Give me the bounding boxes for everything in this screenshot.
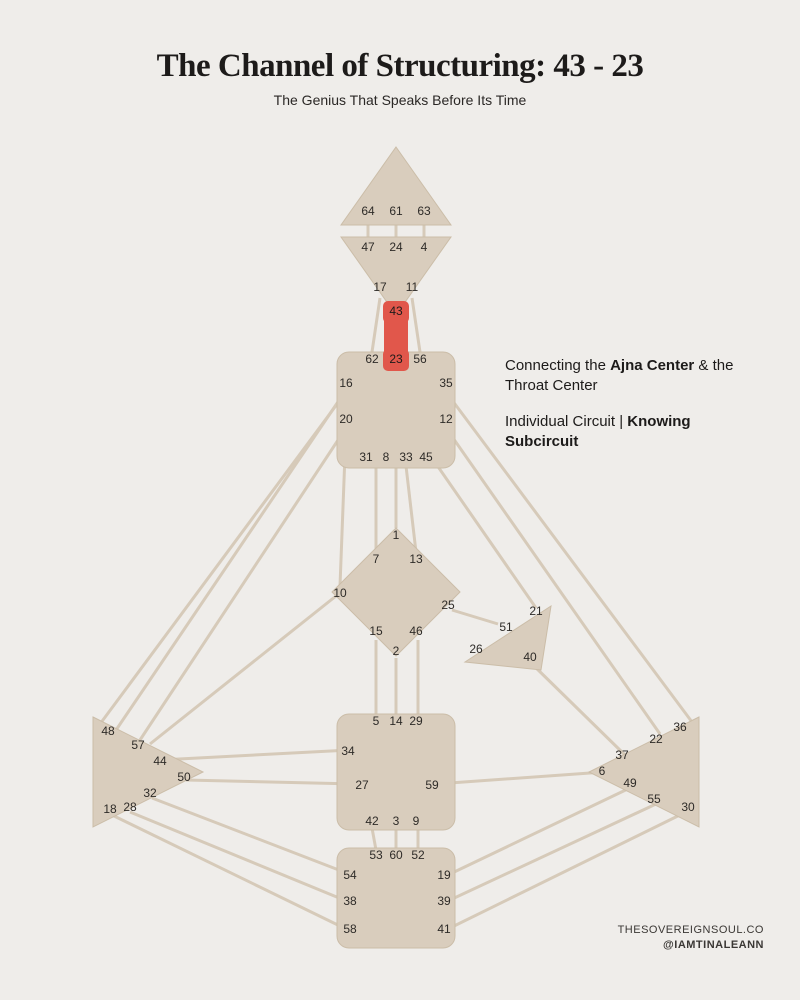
bodygraph-diagram: 6461634724417114362235616352012318334517…: [0, 0, 800, 1000]
svg-text:58: 58: [343, 922, 357, 936]
svg-text:39: 39: [437, 894, 451, 908]
svg-text:1: 1: [393, 528, 400, 542]
svg-text:11: 11: [406, 280, 419, 294]
svg-text:4: 4: [421, 240, 428, 254]
svg-text:22: 22: [649, 732, 663, 746]
svg-text:17: 17: [373, 280, 387, 294]
svg-text:51: 51: [499, 620, 513, 634]
svg-text:26: 26: [469, 642, 483, 656]
svg-text:27: 27: [355, 778, 369, 792]
svg-text:6: 6: [599, 764, 606, 778]
svg-text:48: 48: [101, 724, 115, 738]
svg-text:3: 3: [393, 814, 400, 828]
svg-text:46: 46: [409, 624, 423, 638]
svg-text:33: 33: [399, 450, 413, 464]
svg-text:63: 63: [417, 204, 431, 218]
svg-text:9: 9: [413, 814, 420, 828]
svg-text:35: 35: [439, 376, 453, 390]
svg-text:23: 23: [389, 352, 403, 366]
svg-text:38: 38: [343, 894, 357, 908]
page: The Channel of Structuring: 43 - 23 The …: [0, 0, 800, 1000]
svg-text:32: 32: [143, 786, 157, 800]
svg-text:40: 40: [523, 650, 537, 664]
svg-text:61: 61: [389, 204, 403, 218]
svg-text:47: 47: [361, 240, 375, 254]
svg-text:19: 19: [437, 868, 451, 882]
svg-text:8: 8: [383, 450, 390, 464]
svg-text:24: 24: [389, 240, 403, 254]
svg-text:28: 28: [123, 800, 137, 814]
svg-text:56: 56: [413, 352, 427, 366]
svg-text:44: 44: [153, 754, 167, 768]
svg-text:25: 25: [441, 598, 455, 612]
svg-text:64: 64: [361, 204, 375, 218]
svg-text:18: 18: [103, 802, 117, 816]
svg-text:54: 54: [343, 868, 357, 882]
svg-text:21: 21: [529, 604, 543, 618]
svg-text:13: 13: [409, 552, 423, 566]
svg-text:50: 50: [177, 770, 191, 784]
svg-text:60: 60: [389, 848, 403, 862]
svg-text:34: 34: [341, 744, 355, 758]
svg-text:53: 53: [369, 848, 383, 862]
svg-text:43: 43: [389, 304, 403, 318]
svg-text:37: 37: [615, 748, 629, 762]
svg-text:45: 45: [419, 450, 433, 464]
svg-text:55: 55: [647, 792, 661, 806]
svg-text:16: 16: [339, 376, 353, 390]
svg-text:5: 5: [373, 714, 380, 728]
svg-text:57: 57: [131, 738, 145, 752]
svg-text:10: 10: [333, 586, 347, 600]
svg-text:7: 7: [373, 552, 380, 566]
svg-text:15: 15: [369, 624, 383, 638]
svg-text:36: 36: [673, 720, 687, 734]
svg-text:2: 2: [393, 644, 400, 658]
svg-text:29: 29: [409, 714, 423, 728]
svg-text:59: 59: [425, 778, 439, 792]
svg-text:12: 12: [439, 412, 453, 426]
svg-text:14: 14: [389, 714, 403, 728]
svg-text:62: 62: [365, 352, 379, 366]
svg-text:30: 30: [681, 800, 695, 814]
svg-text:41: 41: [437, 922, 451, 936]
svg-text:52: 52: [411, 848, 425, 862]
svg-text:42: 42: [365, 814, 379, 828]
svg-text:31: 31: [359, 450, 373, 464]
svg-text:49: 49: [623, 776, 637, 790]
svg-text:20: 20: [339, 412, 353, 426]
